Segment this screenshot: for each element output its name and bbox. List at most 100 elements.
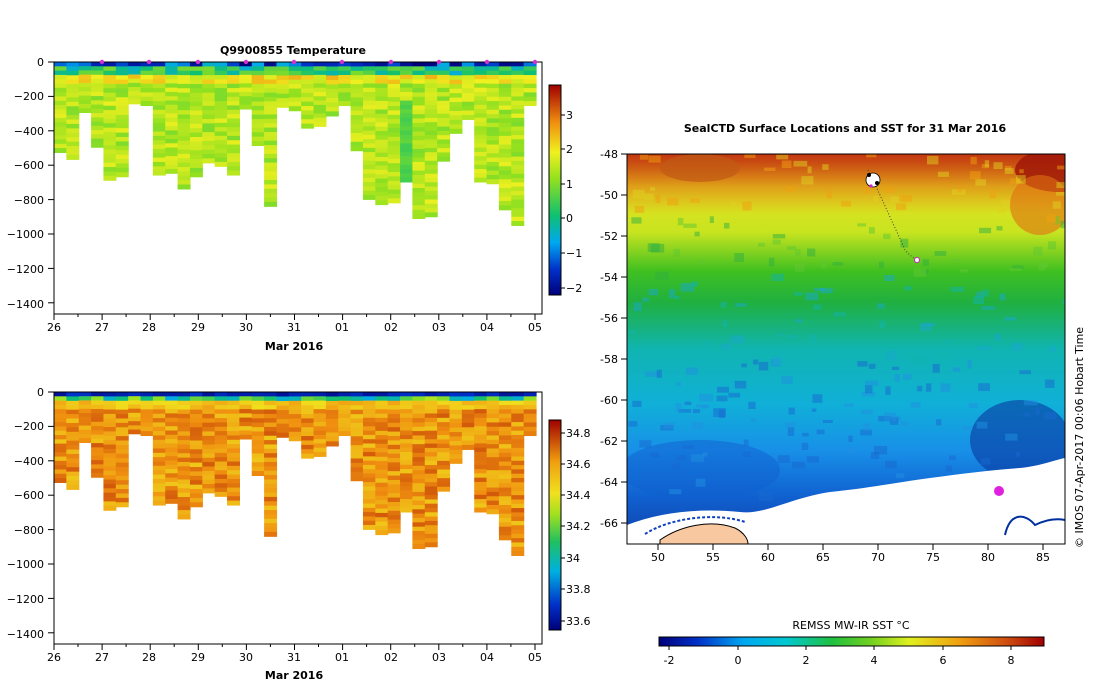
sst-texture-cell — [976, 346, 991, 351]
section-cell — [214, 400, 228, 406]
sst-texture-cell — [805, 292, 819, 301]
section-cell — [325, 432, 339, 438]
section-cell — [424, 469, 438, 475]
section-cell — [325, 84, 339, 90]
section-cell — [301, 440, 315, 446]
section-cell — [424, 208, 438, 213]
section-cell — [461, 110, 475, 116]
depth-tick-label: −800 — [14, 524, 44, 537]
section-cell — [103, 435, 117, 441]
section-cell — [523, 62, 537, 67]
section-cell — [78, 95, 92, 101]
section-cell — [214, 439, 228, 445]
section-cell — [251, 83, 265, 89]
sst-texture-cell — [701, 341, 712, 349]
section-cell — [474, 507, 488, 513]
section-cell — [66, 436, 80, 442]
section-cell — [301, 114, 315, 120]
sst-texture-cell — [982, 289, 989, 297]
section-cell — [474, 164, 488, 170]
section-cell — [66, 66, 80, 72]
sst-texture-cell — [720, 302, 727, 308]
section-cell — [412, 157, 426, 163]
section-cell — [214, 105, 228, 111]
section-cell — [189, 431, 203, 437]
section-cell — [115, 145, 129, 151]
section-cell — [511, 503, 525, 509]
section-cell — [486, 418, 500, 424]
sst-texture-cell — [884, 275, 895, 281]
section-cell — [91, 83, 105, 89]
section-cell — [202, 422, 216, 428]
section-cell — [474, 83, 488, 89]
section-cell — [313, 117, 327, 123]
section-cell — [227, 409, 240, 415]
section-cell — [486, 131, 500, 137]
sst-texture-cell — [644, 193, 654, 200]
section-cell — [325, 66, 339, 72]
section-cell — [498, 461, 512, 467]
section-cell — [177, 132, 191, 137]
section-cell — [103, 440, 117, 446]
section-cell — [66, 123, 80, 129]
section-cell — [375, 521, 389, 527]
section-cell — [301, 92, 315, 98]
section-cell — [152, 161, 166, 167]
lat-tick-label: -60 — [600, 394, 618, 407]
section-cell — [424, 139, 438, 145]
section-cell — [264, 510, 278, 515]
section-cell — [66, 75, 80, 81]
sst-texture-cell — [673, 463, 680, 469]
colorbar-tick-label: 1 — [566, 178, 573, 191]
section-cell — [350, 132, 364, 138]
map-title: SealCTD Surface Locations and SST for 31… — [684, 122, 1007, 135]
section-cell — [288, 392, 302, 398]
section-cell — [214, 83, 228, 89]
section-cell — [437, 135, 451, 141]
section-cell — [437, 79, 451, 85]
section-cell — [400, 91, 414, 97]
section-cell — [511, 135, 525, 140]
section-cell — [511, 495, 525, 501]
section-cell — [251, 405, 265, 411]
section-cell — [66, 79, 80, 85]
section-cell — [276, 392, 290, 398]
section-cell — [202, 101, 216, 107]
section-cell — [437, 117, 451, 123]
section-cell — [264, 461, 278, 467]
section-cell — [227, 396, 240, 402]
sst-texture-cell — [801, 176, 814, 185]
lat-tick-label: -48 — [600, 148, 618, 161]
section-cell — [424, 499, 438, 505]
section-cell — [202, 154, 216, 160]
sst-texture-cell — [758, 361, 769, 371]
section-cell — [449, 119, 463, 125]
section-cell — [412, 496, 426, 502]
section-cell — [387, 510, 401, 516]
section-cell — [498, 465, 512, 471]
section-cell — [387, 449, 401, 455]
section-cell — [78, 99, 92, 105]
section-cell — [523, 422, 537, 428]
section-cell — [511, 529, 525, 535]
section-cell — [511, 190, 525, 196]
colorbar-tick-label: 33.8 — [566, 583, 591, 596]
section-cell — [412, 535, 426, 541]
section-cell — [115, 392, 129, 398]
section-cell — [177, 497, 191, 502]
section-cell — [338, 405, 352, 410]
section-cell — [498, 439, 512, 445]
section-cell — [165, 469, 179, 474]
time-tick-label: 04 — [480, 321, 494, 334]
section-cell — [115, 427, 129, 433]
section-cell — [54, 92, 67, 98]
section-cell — [338, 400, 352, 406]
sst-texture-cell — [940, 383, 951, 393]
sst-texture-cell — [772, 234, 786, 239]
section-cell — [511, 100, 525, 106]
section-cell — [437, 404, 451, 410]
sst-texture-cell — [781, 376, 793, 384]
section-cell — [103, 175, 117, 181]
section-cell — [375, 517, 389, 523]
section-cell — [474, 469, 488, 474]
